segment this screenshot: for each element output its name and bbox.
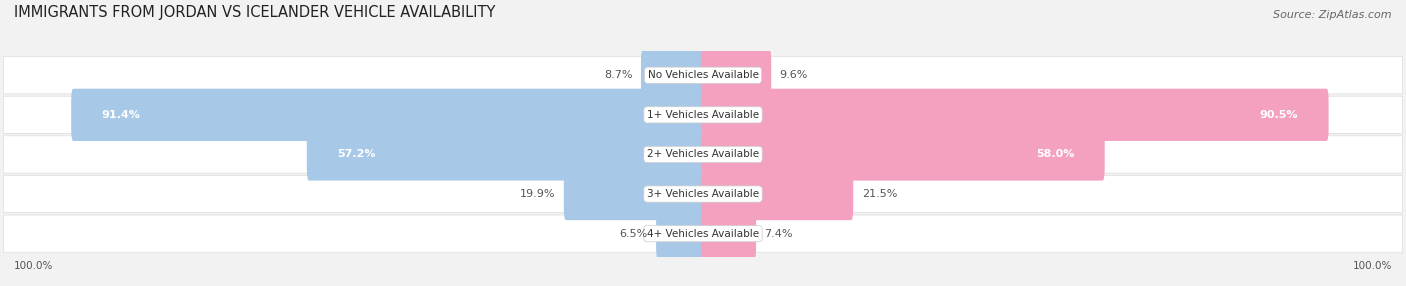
FancyBboxPatch shape <box>564 168 706 220</box>
Text: 9.6%: 9.6% <box>780 70 808 80</box>
FancyBboxPatch shape <box>702 208 756 260</box>
FancyBboxPatch shape <box>657 208 706 260</box>
Text: 4+ Vehicles Available: 4+ Vehicles Available <box>647 229 759 239</box>
Text: 19.9%: 19.9% <box>520 189 555 199</box>
Text: 8.7%: 8.7% <box>605 70 633 80</box>
FancyBboxPatch shape <box>72 89 706 141</box>
Text: 21.5%: 21.5% <box>862 189 897 199</box>
Text: 1+ Vehicles Available: 1+ Vehicles Available <box>647 110 759 120</box>
FancyBboxPatch shape <box>3 57 1403 94</box>
FancyBboxPatch shape <box>702 128 1105 180</box>
Text: 91.4%: 91.4% <box>101 110 141 120</box>
Text: IMMIGRANTS FROM JORDAN VS ICELANDER VEHICLE AVAILABILITY: IMMIGRANTS FROM JORDAN VS ICELANDER VEHI… <box>14 5 495 20</box>
Text: 3+ Vehicles Available: 3+ Vehicles Available <box>647 189 759 199</box>
Text: 6.5%: 6.5% <box>620 229 648 239</box>
Text: Source: ZipAtlas.com: Source: ZipAtlas.com <box>1274 10 1392 20</box>
FancyBboxPatch shape <box>641 49 706 101</box>
Text: 57.2%: 57.2% <box>337 150 375 159</box>
Text: 2+ Vehicles Available: 2+ Vehicles Available <box>647 150 759 159</box>
FancyBboxPatch shape <box>702 89 1329 141</box>
FancyBboxPatch shape <box>702 49 772 101</box>
Text: 100.0%: 100.0% <box>1353 261 1392 271</box>
FancyBboxPatch shape <box>3 215 1403 252</box>
Text: No Vehicles Available: No Vehicles Available <box>648 70 758 80</box>
Text: 58.0%: 58.0% <box>1036 150 1074 159</box>
FancyBboxPatch shape <box>3 96 1403 134</box>
FancyBboxPatch shape <box>3 136 1403 173</box>
Text: 100.0%: 100.0% <box>14 261 53 271</box>
FancyBboxPatch shape <box>307 128 706 180</box>
FancyBboxPatch shape <box>3 175 1403 213</box>
Text: 7.4%: 7.4% <box>765 229 793 239</box>
Text: 90.5%: 90.5% <box>1260 110 1298 120</box>
FancyBboxPatch shape <box>702 168 853 220</box>
